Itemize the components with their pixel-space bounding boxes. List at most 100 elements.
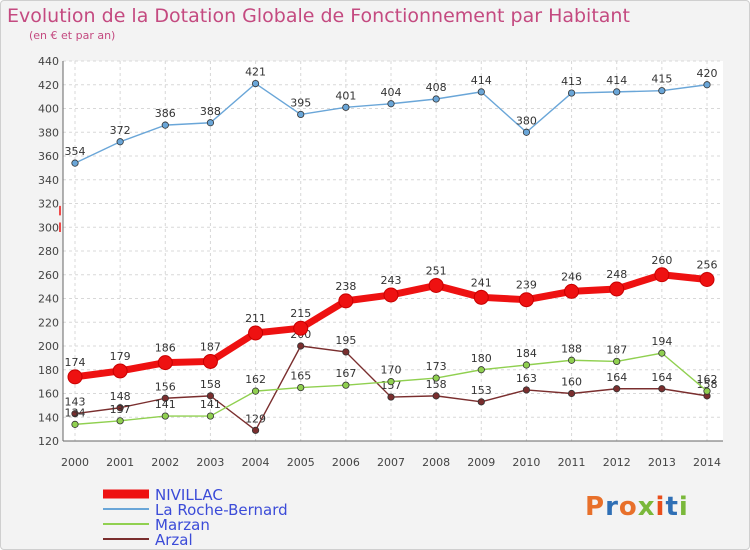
data-point-nivillac [609,281,625,297]
data-point-la-roche-bernard [613,88,621,96]
data-point-nivillac [293,320,309,336]
x-tick-label: 2003 [196,456,224,469]
y-tick-label: 180 [38,364,59,377]
data-label-nivillac: 186 [155,342,176,355]
y-tick-label: 120 [38,435,59,448]
y-tick-label: 140 [38,411,59,424]
data-point-marzan [613,357,621,366]
x-tick-label: 2000 [61,456,89,469]
logo-letter: i [655,492,666,522]
data-label-marzan: 162 [697,373,718,386]
x-tick-label: 2005 [287,456,315,469]
data-label-arzal: 164 [651,371,672,384]
data-label-arzal: 158 [697,378,718,391]
y-tick-label: 300 [38,221,59,234]
data-point-arzal [432,392,440,400]
logo-letter: i [678,492,689,522]
legend-label-nivillac: NIVILLAC [155,486,223,504]
data-point-la-roche-bernard [703,81,711,89]
data-point-marzan [71,420,79,428]
proxiti-logo: Proxiti [585,492,689,522]
data-point-la-roche-bernard [432,95,440,103]
x-tick-label: 2009 [467,456,495,469]
data-point-marzan [658,349,666,357]
data-point-la-roche-bernard [342,103,350,111]
data-label-nivillac: 215 [290,307,311,320]
data-label-marzan: 165 [290,370,311,383]
data-label-marzan: 187 [606,343,627,356]
logo-letter: x [637,492,656,522]
data-point-la-roche-bernard [116,138,124,146]
data-label-la-roche-bernard: 354 [65,145,86,158]
data-label-la-roche-bernard: 408 [426,81,447,94]
data-label-arzal: 156 [155,380,176,393]
data-point-la-roche-bernard [567,89,576,97]
data-point-la-roche-bernard [206,119,215,127]
x-tick-label: 2001 [106,456,134,469]
data-point-arzal [71,410,79,418]
data-point-arzal [477,398,485,406]
data-point-marzan [703,387,711,395]
x-tick-label: 2010 [512,456,540,469]
logo-letter: o [618,492,638,522]
data-point-arzal [522,386,531,394]
y-tick-label: 220 [38,316,59,329]
data-label-nivillac: 256 [697,259,718,272]
data-point-arzal [206,392,215,400]
data-label-marzan: 184 [516,347,537,360]
data-label-marzan: 180 [471,352,492,365]
data-label-arzal: 160 [561,376,582,389]
data-label-marzan: 134 [65,406,86,419]
data-point-marzan [477,366,485,374]
x-tick-label: 2012 [603,456,631,469]
data-label-arzal: 158 [426,378,447,391]
y-tick-label: 320 [38,198,59,211]
data-point-nivillac [473,289,489,305]
data-label-la-roche-bernard: 395 [290,96,311,109]
data-label-marzan: 141 [155,398,176,411]
data-label-arzal: 163 [516,372,537,385]
data-label-la-roche-bernard: 413 [561,75,582,88]
x-tick-label: 2006 [332,456,360,469]
data-label-la-roche-bernard: 415 [651,73,672,86]
x-tick-label: 2007 [377,456,405,469]
data-label-la-roche-bernard: 414 [606,74,627,87]
data-point-la-roche-bernard [658,87,666,95]
data-point-la-roche-bernard [387,100,395,108]
data-point-nivillac [338,293,354,309]
data-point-nivillac [202,353,218,369]
x-tick-label: 2002 [151,456,179,469]
y-tick-label: 360 [38,150,59,163]
data-label-marzan: 137 [110,403,131,416]
data-label-nivillac: 174 [65,356,86,369]
data-label-nivillac: 241 [471,276,492,289]
data-point-nivillac [654,267,670,283]
data-label-nivillac: 239 [516,279,537,292]
data-point-marzan [387,378,395,386]
data-point-marzan [116,417,124,425]
data-point-marzan [297,383,305,392]
data-label-marzan: 188 [561,342,582,355]
data-label-arzal: 148 [110,390,131,403]
data-point-nivillac [518,292,534,308]
data-point-arzal [387,393,395,401]
data-label-arzal: 158 [200,378,221,391]
series-nivillac: 174 179 186 187 211 215 238 243 251 241 239 246 248 2… [65,254,718,385]
legend-label-arzal: Arzal [155,531,193,549]
data-label-nivillac: 246 [561,270,582,283]
data-label-arzal: 164 [606,371,627,384]
data-point-la-roche-bernard [161,121,169,129]
data-label-la-roche-bernard: 414 [471,74,492,87]
y-tick-label: 240 [38,293,59,306]
data-label-marzan: 194 [651,335,672,348]
data-point-arzal [116,404,124,412]
y-tick-label: 420 [38,79,59,92]
data-label-nivillac: 251 [426,264,447,277]
data-point-la-roche-bernard [251,79,260,88]
data-point-nivillac [157,355,173,371]
logo-letter: t [665,492,679,522]
data-point-marzan [432,374,440,382]
data-point-marzan [161,412,169,420]
data-point-la-roche-bernard [522,128,531,136]
